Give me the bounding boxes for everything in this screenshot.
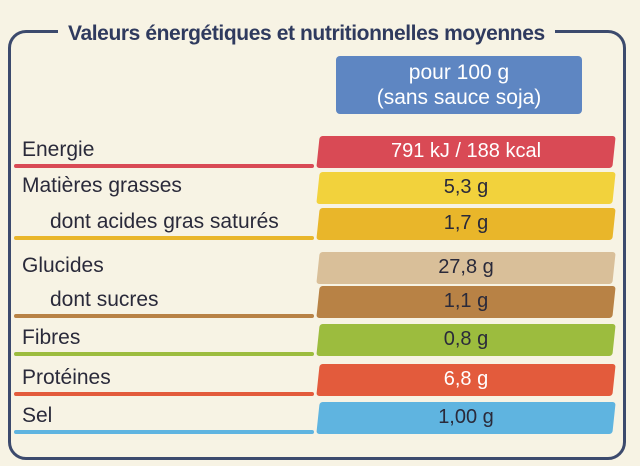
header-line-2: (sans sauce soja) (376, 86, 542, 109)
label-fibres: Fibres (22, 326, 81, 349)
underline-energie (14, 164, 314, 168)
row-energie: Energie 791 kJ / 188 kcal (0, 134, 640, 172)
header-line-1: pour 100 g (408, 61, 510, 84)
value-matieres-grasses: 5,3 g (443, 176, 489, 198)
row-glucides: Glucides 27,8 g (0, 250, 640, 288)
label-satures: dont acides gras saturés (50, 210, 279, 233)
label-sucres: dont sucres (50, 288, 159, 311)
underline-proteines (14, 392, 314, 396)
row-satures: dont acides gras saturés 1,7 g (0, 206, 640, 244)
label-glucides: Glucides (22, 254, 104, 277)
label-proteines: Protéines (22, 366, 111, 389)
label-sel: Sel (22, 404, 53, 427)
row-sel: Sel 1,00 g (0, 400, 640, 438)
value-satures: 1,7 g (443, 212, 489, 234)
value-glucides: 27,8 g (438, 256, 494, 278)
table-title: Valeurs énergétiques et nutritionnelles … (58, 18, 555, 50)
underline-sel (14, 430, 314, 434)
value-proteines: 6,8 g (443, 368, 489, 390)
underline-satures (14, 236, 314, 240)
per-100g-header: pour 100 g (sans sauce soja) (336, 56, 582, 114)
value-energie: 791 kJ / 188 kcal (390, 140, 542, 162)
value-sucres: 1,1 g (443, 290, 489, 312)
label-matieres-grasses: Matières grasses (22, 174, 182, 197)
value-fibres: 0,8 g (443, 328, 489, 350)
value-sel: 1,00 g (438, 406, 494, 428)
row-sucres: dont sucres 1,1 g (0, 284, 640, 322)
row-matieres-grasses: Matières grasses 5,3 g (0, 170, 640, 208)
label-energie: Energie (22, 138, 95, 161)
underline-sucres (14, 314, 314, 318)
row-proteines: Protéines 6,8 g (0, 362, 640, 400)
row-fibres: Fibres 0,8 g (0, 322, 640, 360)
underline-fibres (14, 352, 314, 356)
